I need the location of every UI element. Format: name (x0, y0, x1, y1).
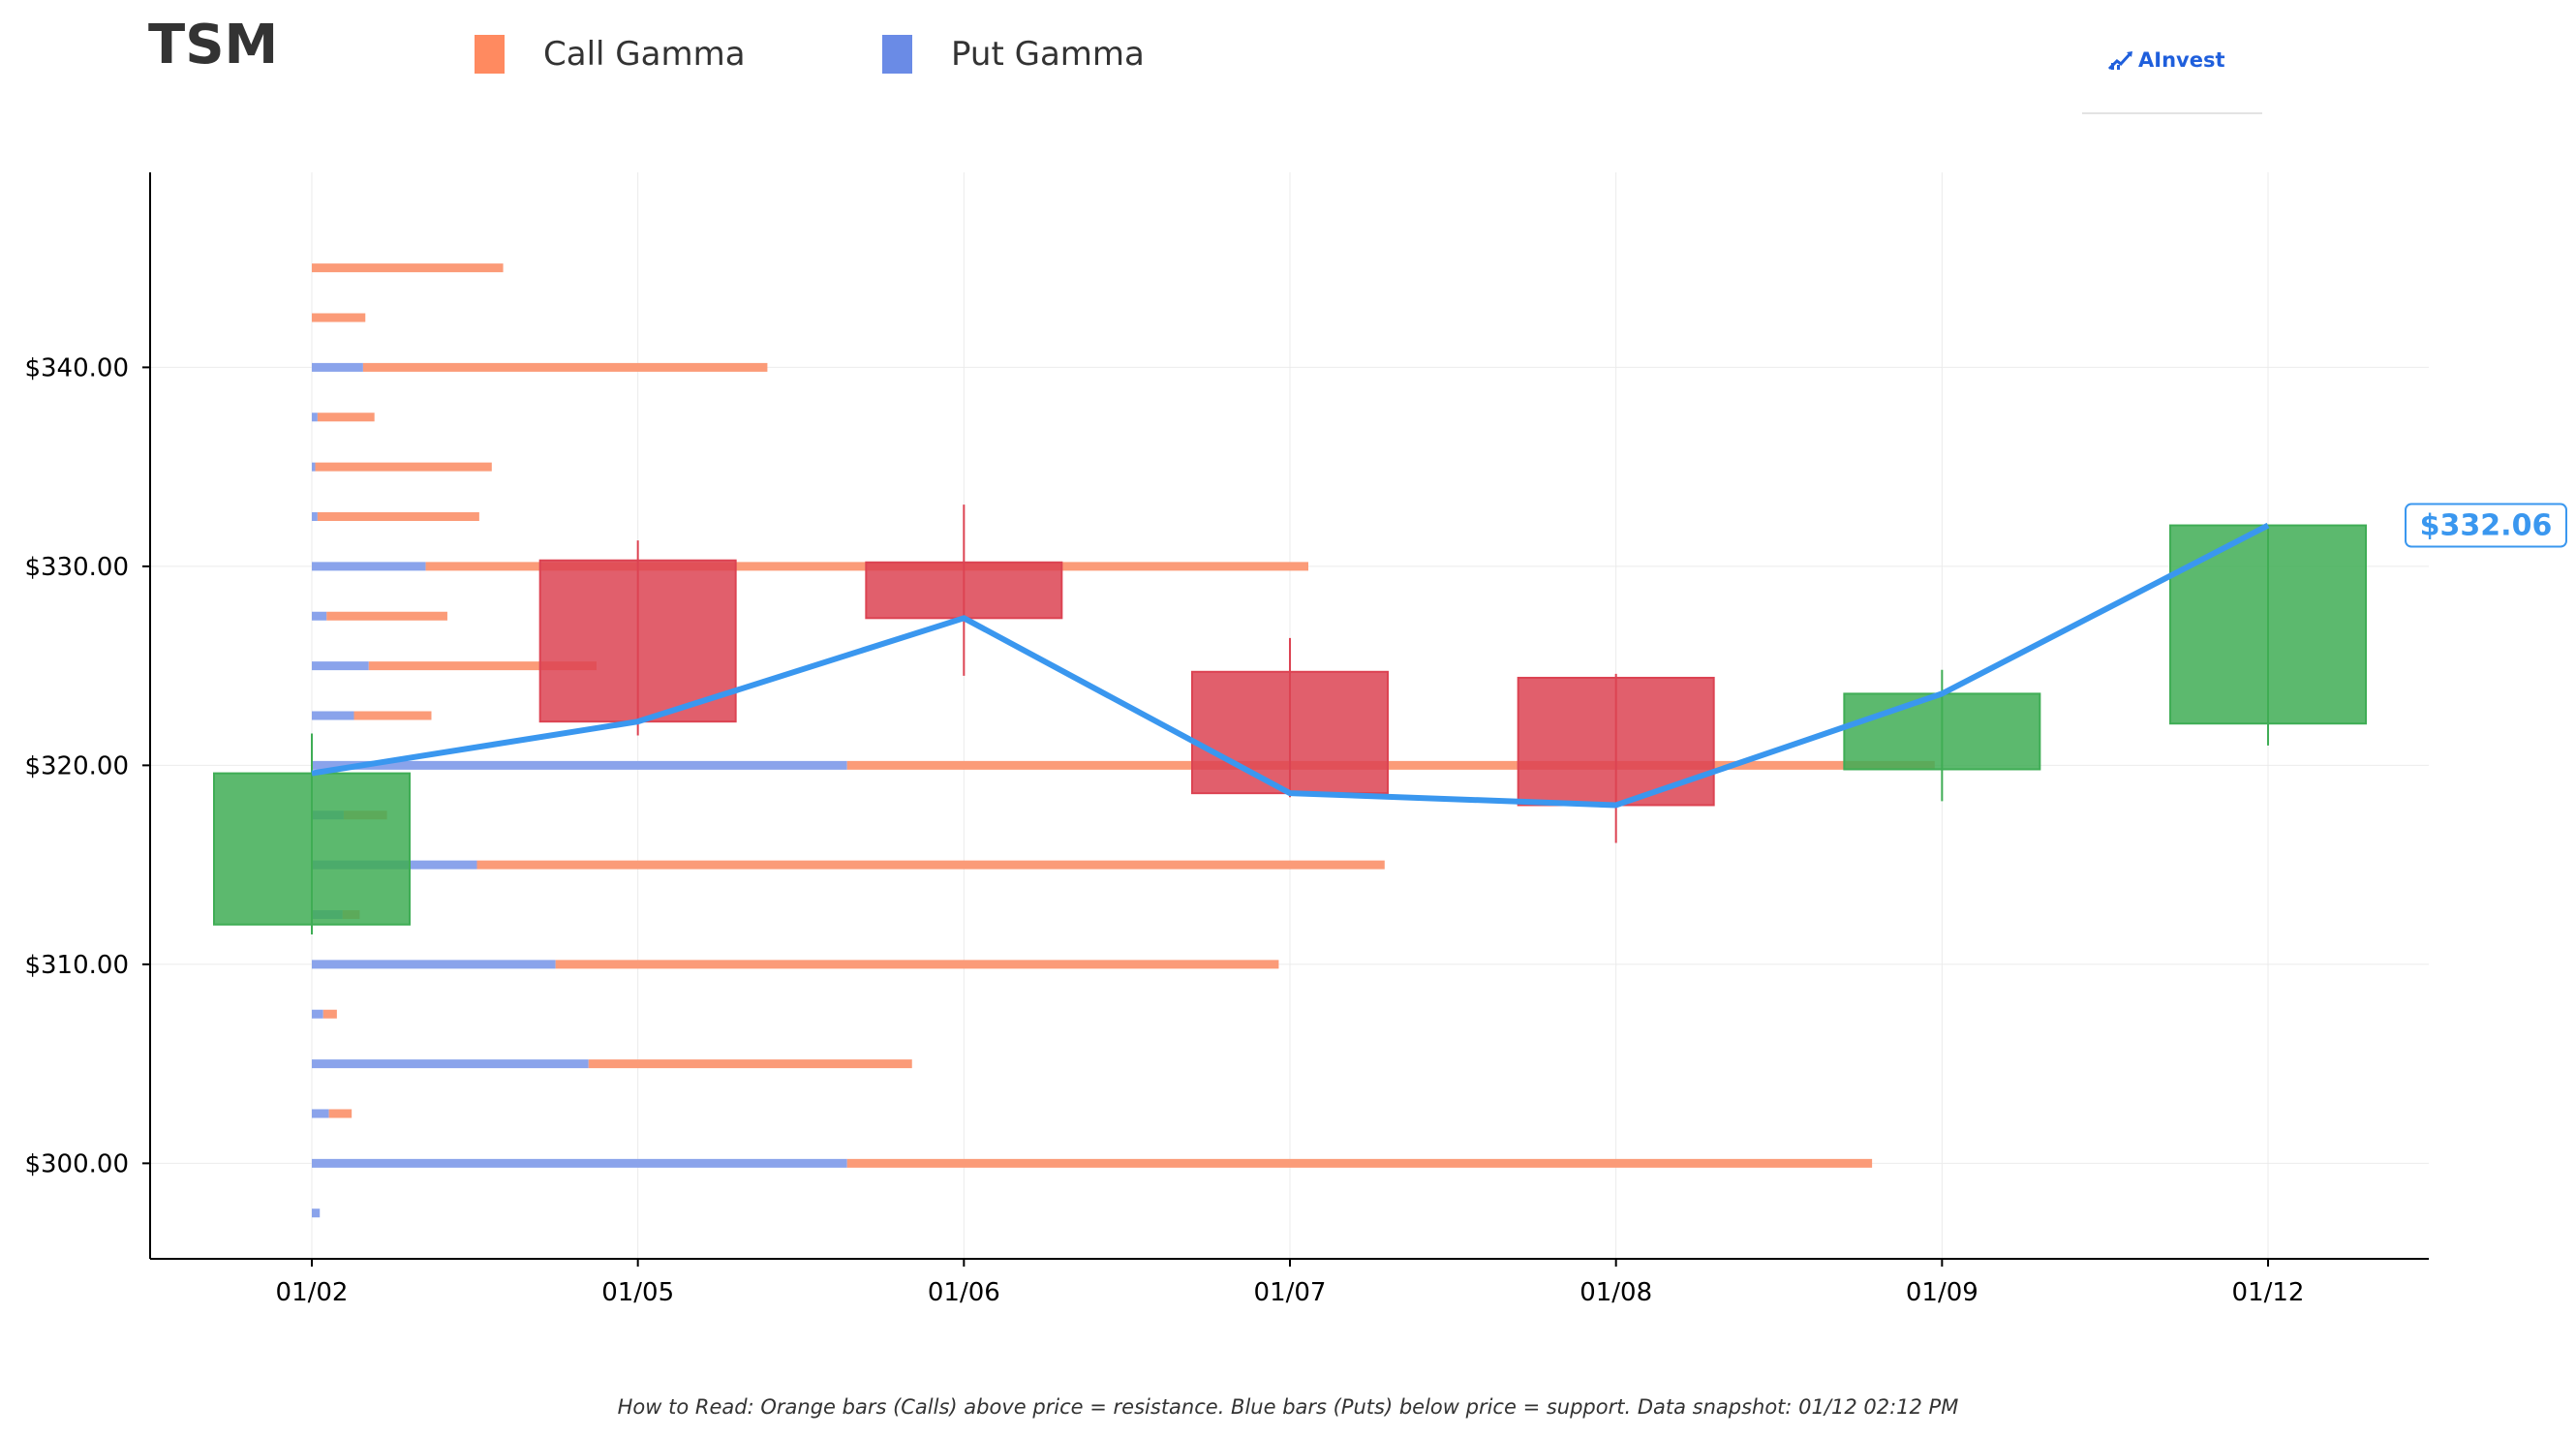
put-gamma-bar (312, 760, 847, 770)
current-price-label: $332.06 (2420, 509, 2553, 543)
put-gamma-swatch (882, 35, 912, 74)
candle-body (865, 561, 1063, 620)
current-price-badge (2405, 503, 2567, 548)
candle-body (1517, 676, 1715, 807)
x-tick-label: 01/02 (276, 1278, 349, 1307)
y-tick-label: $300.00 (24, 1149, 129, 1178)
price-line (311, 522, 2270, 809)
how-to-read-footnote: How to Read: Orange bars (Calls) above p… (617, 1395, 1959, 1419)
put-gamma-bar (312, 562, 426, 571)
call-gamma-bar (317, 413, 375, 422)
call-gamma-bar (312, 263, 504, 273)
x-tick-label: 01/12 (2232, 1278, 2305, 1307)
candle-body (213, 772, 411, 926)
brand-chart-icon (2107, 51, 2132, 71)
call-gamma-bar (555, 960, 1279, 969)
call-gamma-bar (315, 462, 492, 472)
put-gamma-bar (312, 1158, 847, 1168)
y-tick-label: $330.00 (24, 553, 129, 582)
call-gamma-label: Call Gamma (543, 35, 746, 74)
y-tick-label: $340.00 (24, 353, 129, 382)
x-tick-label: 01/05 (601, 1278, 674, 1307)
put-gamma-bar (312, 362, 363, 372)
y-tick-label: $320.00 (24, 751, 129, 780)
legend-put-gamma: Put Gamma (882, 35, 1145, 74)
call-gamma-bar (368, 661, 597, 671)
x-tick-label: 01/08 (1579, 1278, 1652, 1307)
call-gamma-swatch (475, 35, 505, 74)
call-gamma-bar (326, 611, 447, 621)
call-gamma-bar (362, 362, 768, 372)
legend-call-gamma: Call Gamma (475, 35, 746, 74)
call-gamma-bar (846, 1158, 1873, 1168)
x-tick-label: 01/07 (1254, 1278, 1327, 1307)
call-gamma-bar (322, 1009, 337, 1019)
x-tick-label: 01/06 (928, 1278, 1000, 1307)
put-gamma-bar (312, 1059, 589, 1069)
put-gamma-bar (312, 1009, 323, 1019)
put-gamma-bar (312, 611, 327, 621)
candle-body (2169, 524, 2368, 725)
put-gamma-bar (312, 413, 318, 422)
candle-body (538, 559, 737, 723)
brand-logo: AInvest (2082, 39, 2262, 114)
put-gamma-label: Put Gamma (951, 35, 1145, 74)
put-gamma-bar (312, 960, 556, 969)
call-gamma-bar (312, 313, 366, 322)
ticker-title: TSM (148, 14, 279, 76)
put-gamma-bar (312, 462, 316, 472)
call-gamma-bar (353, 711, 432, 720)
call-gamma-bar (588, 1059, 912, 1069)
candle-body (1191, 670, 1390, 795)
y-tick-label: $310.00 (24, 951, 129, 980)
put-gamma-bar (312, 1208, 321, 1218)
call-gamma-bar (328, 1109, 353, 1118)
put-gamma-bar (312, 1109, 329, 1118)
put-gamma-bar (312, 711, 354, 720)
put-gamma-bar (312, 661, 369, 671)
put-gamma-bar (312, 512, 318, 522)
x-tick-label: 01/09 (1906, 1278, 1978, 1307)
candle-body (1843, 692, 2041, 771)
call-gamma-bar (476, 860, 1385, 870)
call-gamma-bar (317, 512, 479, 522)
call-gamma-bar (846, 760, 1935, 770)
brand-name: AInvest (2138, 48, 2225, 72)
